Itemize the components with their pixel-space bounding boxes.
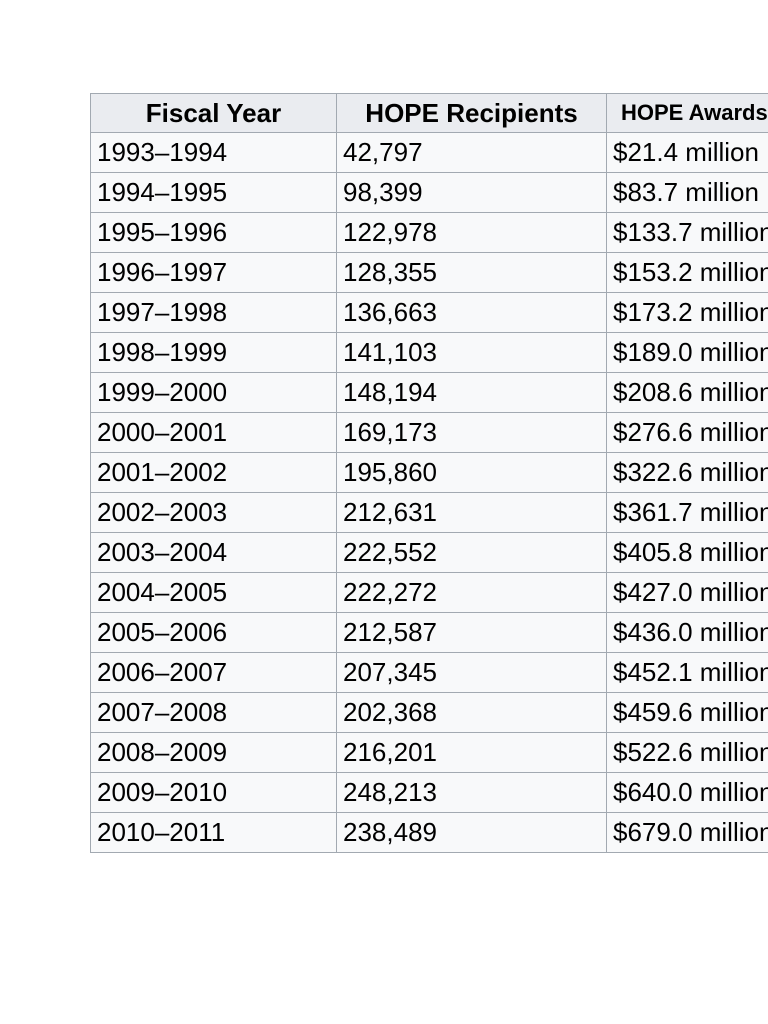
cell-hope-recipients: 141,103 xyxy=(336,332,607,373)
cell-fiscal-year: 2007–2008 xyxy=(90,692,337,733)
cell-hope-awards: $322.6 million xyxy=(606,452,768,493)
cell-hope-recipients: 222,552 xyxy=(336,532,607,573)
cell-hope-awards: $522.6 million xyxy=(606,732,768,773)
cell-hope-recipients: 136,663 xyxy=(336,292,607,333)
cell-fiscal-year: 2001–2002 xyxy=(90,452,337,493)
cell-fiscal-year: 1999–2000 xyxy=(90,372,337,413)
cell-fiscal-year: 1998–1999 xyxy=(90,332,337,373)
cell-hope-awards: $276.6 million xyxy=(606,412,768,453)
cell-hope-recipients: 216,201 xyxy=(336,732,607,773)
cell-hope-recipients: 222,272 xyxy=(336,572,607,613)
table-row: 2006–2007 207,345 $452.1 million xyxy=(90,652,768,693)
cell-hope-awards: $133.7 million xyxy=(606,212,768,253)
cell-hope-awards: $436.0 million xyxy=(606,612,768,653)
table-row: 1994–1995 98,399 $83.7 million xyxy=(90,172,768,213)
table-row: 2005–2006 212,587 $436.0 million xyxy=(90,612,768,653)
cell-hope-awards: $405.8 million xyxy=(606,532,768,573)
cell-hope-awards: $452.1 million xyxy=(606,652,768,693)
table-row: 2003–2004 222,552 $405.8 million xyxy=(90,532,768,573)
cell-hope-recipients: 169,173 xyxy=(336,412,607,453)
cell-fiscal-year: 1995–1996 xyxy=(90,212,337,253)
table-row: 1999–2000 148,194 $208.6 million xyxy=(90,372,768,413)
cell-hope-recipients: 238,489 xyxy=(336,812,607,853)
cell-fiscal-year: 2008–2009 xyxy=(90,732,337,773)
cell-fiscal-year: 2009–2010 xyxy=(90,772,337,813)
cell-hope-recipients: 212,631 xyxy=(336,492,607,533)
table-row: 1996–1997 128,355 $153.2 million xyxy=(90,252,768,293)
header-hope-recipients: HOPE Recipients xyxy=(336,93,607,133)
hope-data-table: Fiscal Year HOPE Recipients HOPE Awards … xyxy=(90,93,768,853)
table-row: 2001–2002 195,860 $322.6 million xyxy=(90,452,768,493)
cell-hope-awards: $189.0 million xyxy=(606,332,768,373)
cell-hope-awards: $427.0 million xyxy=(606,572,768,613)
cell-fiscal-year: 2002–2003 xyxy=(90,492,337,533)
table-row: 2008–2009 216,201 $522.6 million xyxy=(90,732,768,773)
cell-hope-awards: $640.0 million xyxy=(606,772,768,813)
table-row: 1997–1998 136,663 $173.2 million xyxy=(90,292,768,333)
table-row: 1993–1994 42,797 $21.4 million xyxy=(90,132,768,173)
cell-hope-awards: $361.7 million xyxy=(606,492,768,533)
cell-fiscal-year: 1993–1994 xyxy=(90,132,337,173)
cell-hope-recipients: 122,978 xyxy=(336,212,607,253)
table-body: 1993–1994 42,797 $21.4 million 1994–1995 98,… xyxy=(90,132,768,853)
cell-fiscal-year: 2000–2001 xyxy=(90,412,337,453)
cell-hope-recipients: 98,399 xyxy=(336,172,607,213)
table-row: 1998–1999 141,103 $189.0 million xyxy=(90,332,768,373)
cell-fiscal-year: 1997–1998 xyxy=(90,292,337,333)
cell-hope-recipients: 248,213 xyxy=(336,772,607,813)
cell-hope-recipients: 148,194 xyxy=(336,372,607,413)
table-row: 2000–2001 169,173 $276.6 million xyxy=(90,412,768,453)
cell-hope-awards: $83.7 million xyxy=(606,172,768,213)
table-row: 2007–2008 202,368 $459.6 million xyxy=(90,692,768,733)
cell-fiscal-year: 2010–2011 xyxy=(90,812,337,853)
cell-hope-recipients: 128,355 xyxy=(336,252,607,293)
cell-hope-recipients: 202,368 xyxy=(336,692,607,733)
table-row: 1995–1996 122,978 $133.7 million xyxy=(90,212,768,253)
cell-hope-awards: $153.2 million xyxy=(606,252,768,293)
cell-fiscal-year: 2005–2006 xyxy=(90,612,337,653)
table-row: 2002–2003 212,631 $361.7 million xyxy=(90,492,768,533)
table-row: 2009–2010 248,213 $640.0 million xyxy=(90,772,768,813)
cell-fiscal-year: 2003–2004 xyxy=(90,532,337,573)
cell-fiscal-year: 1996–1997 xyxy=(90,252,337,293)
cell-hope-awards: $173.2 million xyxy=(606,292,768,333)
header-hope-awards: HOPE Awards xyxy=(606,93,768,133)
cell-hope-recipients: 207,345 xyxy=(336,652,607,693)
cell-hope-awards: $679.0 million xyxy=(606,812,768,853)
table-row: 2004–2005 222,272 $427.0 million xyxy=(90,572,768,613)
table-header-row: Fiscal Year HOPE Recipients HOPE Awards xyxy=(90,93,768,133)
cell-hope-recipients: 195,860 xyxy=(336,452,607,493)
header-fiscal-year: Fiscal Year xyxy=(90,93,337,133)
cell-fiscal-year: 2004–2005 xyxy=(90,572,337,613)
cell-fiscal-year: 1994–1995 xyxy=(90,172,337,213)
cell-hope-awards: $208.6 million xyxy=(606,372,768,413)
cell-hope-recipients: 212,587 xyxy=(336,612,607,653)
cell-hope-recipients: 42,797 xyxy=(336,132,607,173)
cell-fiscal-year: 2006–2007 xyxy=(90,652,337,693)
cell-hope-awards: $21.4 million xyxy=(606,132,768,173)
cell-hope-awards: $459.6 million xyxy=(606,692,768,733)
table-row: 2010–2011 238,489 $679.0 million xyxy=(90,812,768,853)
